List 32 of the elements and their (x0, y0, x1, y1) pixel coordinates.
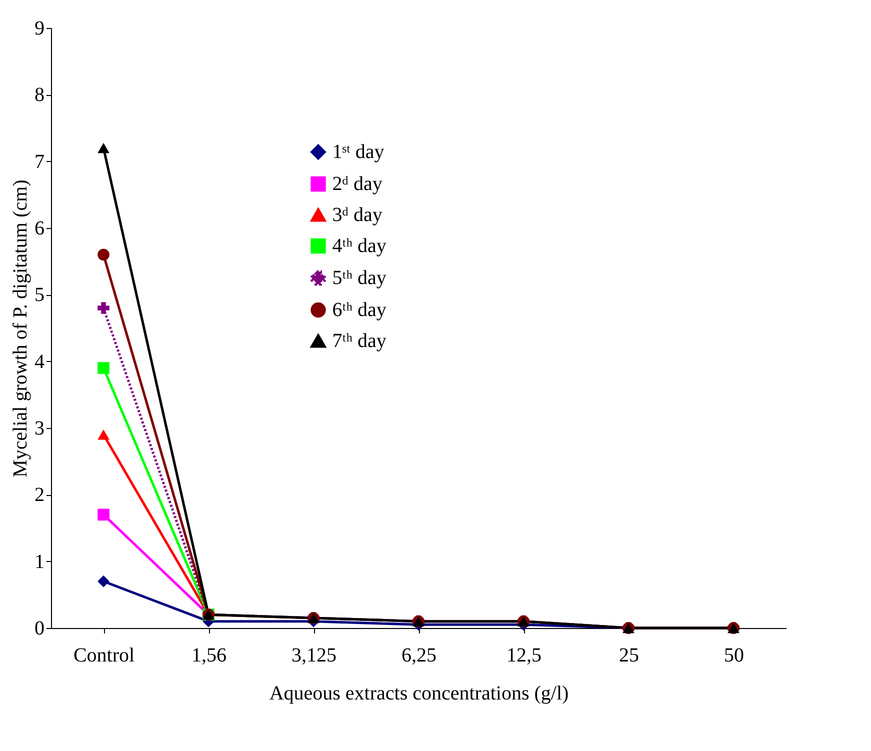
legend-label: 2ᵈ day (332, 173, 382, 195)
x-tick-label: 6,25 (402, 644, 436, 666)
y-tick-label: 1 (34, 550, 44, 573)
x-tick-label: 50 (724, 644, 744, 666)
point (98, 362, 110, 374)
y-tick-label: 7 (34, 150, 44, 173)
y-tick-label: 2 (34, 484, 44, 506)
x-tick-label: 1,56 (192, 644, 226, 666)
y-axis-title: Mycelial growth of P. digitatum (cm) (10, 180, 32, 478)
point (98, 575, 110, 588)
x-tick-label: 3,125 (292, 644, 336, 666)
y-tick-label: 6 (34, 218, 44, 240)
legend-label: 3ᵈ day (332, 204, 382, 226)
point (98, 142, 110, 154)
point (98, 508, 110, 521)
y-tick-label: 5 (34, 284, 44, 306)
y-tick-label: 9 (34, 18, 44, 40)
x-tick-label: 25 (619, 644, 639, 666)
legend-label: 5ᵗʰ day (332, 267, 386, 289)
legend-label: 6ᵗʰ day (332, 299, 386, 321)
legend-label: 4ᵗʰ day (332, 235, 386, 257)
x-tick-label: 12,5 (506, 644, 542, 666)
y-tick-label: 3 (34, 418, 44, 440)
y-tick-label: 4 (34, 350, 44, 373)
x-tick-label: Control (73, 644, 135, 666)
point (98, 248, 110, 261)
x-axis-title: Aqueous extracts concentrations (g/l) (269, 682, 569, 704)
point (98, 302, 110, 314)
y-tick-label: 0 (34, 618, 44, 640)
y-tick-label: 8 (34, 84, 44, 106)
legend-label: 1ˢᵗ day (332, 141, 384, 163)
legend-label: 7ᵗʰ day (332, 330, 386, 352)
